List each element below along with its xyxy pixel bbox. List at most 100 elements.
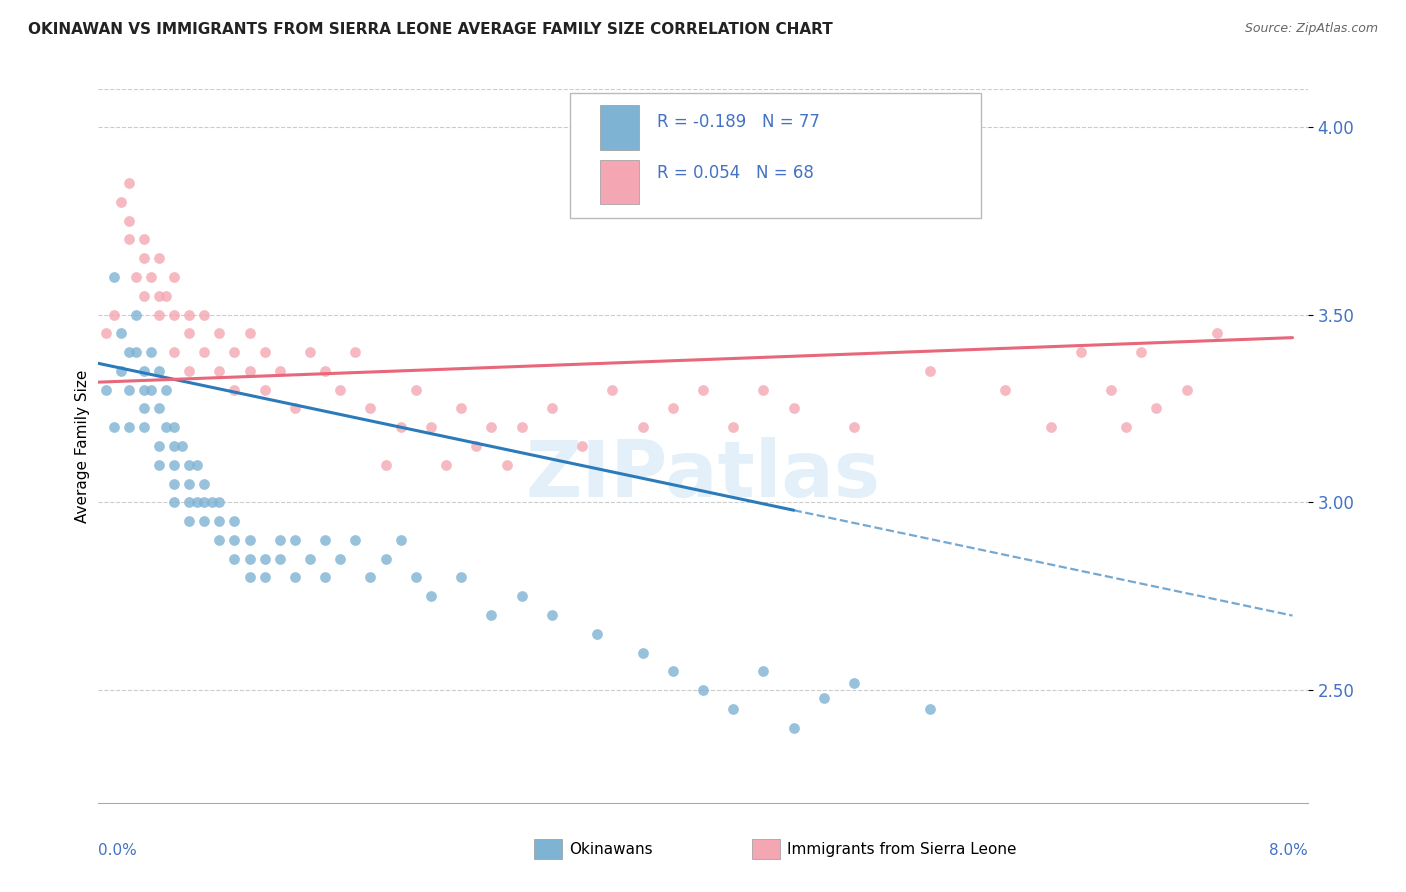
Point: [450, 401, 472, 416]
Point: [224, 514, 246, 528]
Point: [253, 345, 276, 359]
Point: [94, 383, 117, 397]
Point: [844, 420, 866, 434]
Point: [94, 326, 117, 341]
Point: [571, 439, 593, 453]
Point: [141, 270, 163, 285]
Point: [405, 570, 427, 584]
Point: [631, 420, 654, 434]
Point: [224, 345, 246, 359]
Point: [329, 383, 352, 397]
Text: R = 0.054   N = 68: R = 0.054 N = 68: [657, 164, 814, 182]
Point: [1039, 420, 1062, 434]
Point: [118, 420, 141, 434]
Point: [132, 289, 155, 303]
Point: [752, 383, 775, 397]
Point: [179, 476, 201, 491]
Text: ZIPatlas: ZIPatlas: [526, 436, 880, 513]
Point: [284, 533, 307, 547]
Point: [155, 383, 177, 397]
Point: [110, 364, 132, 378]
Point: [179, 514, 201, 528]
Point: [224, 533, 246, 547]
Point: [540, 401, 562, 416]
Point: [510, 420, 533, 434]
Point: [344, 345, 367, 359]
Point: [186, 495, 208, 509]
Point: [132, 383, 155, 397]
Point: [163, 270, 186, 285]
Text: 8.0%: 8.0%: [1268, 843, 1308, 858]
FancyBboxPatch shape: [600, 160, 638, 204]
Point: [359, 401, 381, 416]
Point: [752, 665, 775, 679]
Point: [284, 401, 307, 416]
Point: [118, 232, 141, 246]
Point: [602, 383, 624, 397]
Point: [918, 364, 941, 378]
Point: [224, 383, 246, 397]
Point: [269, 364, 291, 378]
Point: [586, 627, 609, 641]
Point: [1144, 401, 1167, 416]
Point: [329, 551, 352, 566]
Point: [148, 401, 170, 416]
Point: [163, 308, 186, 322]
Text: OKINAWAN VS IMMIGRANTS FROM SIERRA LEONE AVERAGE FAMILY SIZE CORRELATION CHART: OKINAWAN VS IMMIGRANTS FROM SIERRA LEONE…: [28, 22, 832, 37]
Point: [239, 326, 262, 341]
Point: [163, 420, 186, 434]
Point: [148, 364, 170, 378]
Point: [163, 495, 186, 509]
Point: [253, 551, 276, 566]
Point: [389, 420, 412, 434]
Point: [465, 439, 488, 453]
Point: [179, 495, 201, 509]
Point: [155, 289, 177, 303]
Point: [193, 514, 215, 528]
Point: [299, 345, 322, 359]
Point: [314, 364, 336, 378]
Point: [125, 308, 148, 322]
Point: [344, 533, 367, 547]
Point: [110, 326, 132, 341]
Point: [186, 458, 208, 472]
Point: [1115, 420, 1137, 434]
Point: [179, 326, 201, 341]
Point: [661, 665, 683, 679]
Point: [374, 458, 396, 472]
Point: [201, 495, 224, 509]
Point: [495, 458, 517, 472]
Point: [1175, 383, 1198, 397]
Point: [132, 401, 155, 416]
Point: [1070, 345, 1092, 359]
Point: [314, 570, 336, 584]
Point: [661, 401, 683, 416]
Point: [813, 690, 835, 705]
Point: [103, 420, 125, 434]
Point: [405, 383, 427, 397]
Point: [132, 364, 155, 378]
Point: [103, 308, 125, 322]
Point: [208, 514, 231, 528]
Point: [141, 345, 163, 359]
Point: [299, 551, 322, 566]
Point: [239, 551, 262, 566]
Point: [163, 458, 186, 472]
Point: [1205, 326, 1229, 341]
Point: [125, 345, 148, 359]
Point: [193, 308, 215, 322]
Point: [148, 251, 170, 265]
Point: [132, 251, 155, 265]
Point: [510, 589, 533, 603]
Point: [148, 308, 170, 322]
Point: [148, 289, 170, 303]
Point: [193, 476, 215, 491]
Point: [419, 589, 441, 603]
Text: Source: ZipAtlas.com: Source: ZipAtlas.com: [1244, 22, 1378, 36]
Text: R = -0.189   N = 77: R = -0.189 N = 77: [657, 113, 820, 131]
Point: [163, 345, 186, 359]
Point: [692, 383, 714, 397]
Point: [179, 364, 201, 378]
FancyBboxPatch shape: [600, 105, 638, 150]
Point: [782, 721, 804, 735]
